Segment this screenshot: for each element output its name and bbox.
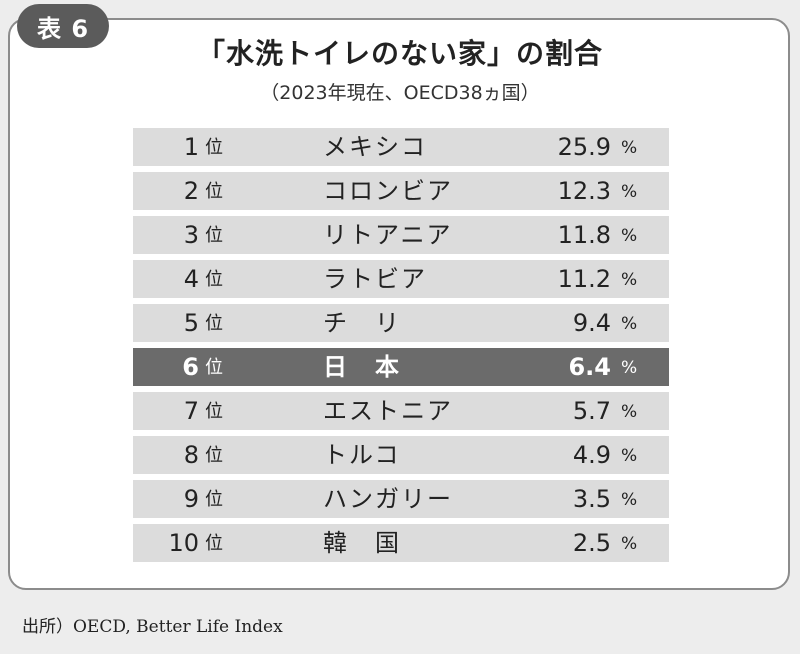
rank-number: 10 bbox=[168, 529, 199, 557]
table-number-badge: 表 6 bbox=[17, 4, 109, 48]
percentage-value: 5.7 bbox=[572, 397, 611, 425]
percentage-value: 25.9 bbox=[557, 133, 611, 161]
table-row: 9 位 ハンガリー 3.5% bbox=[133, 480, 669, 518]
rank-suffix: 位 bbox=[205, 269, 223, 290]
percent-unit: % bbox=[621, 226, 638, 246]
percentage-value: 12.3 bbox=[557, 177, 611, 205]
percentage-value: 2.5 bbox=[572, 529, 611, 557]
rank-suffix: 位 bbox=[205, 181, 223, 202]
table-row: 1 位 メキシコ 25.9% bbox=[133, 128, 669, 166]
rank-suffix: 位 bbox=[205, 401, 223, 422]
table-row: 2 位 コロンビア 12.3% bbox=[133, 172, 669, 210]
country-name: ラトビア bbox=[323, 265, 427, 293]
country-name: エストニア bbox=[323, 397, 453, 425]
table-row: 10 位 韓 国 2.5% bbox=[133, 524, 669, 562]
rank-suffix: 位 bbox=[205, 489, 223, 510]
country-name: 韓 国 bbox=[323, 529, 401, 557]
rank-number: 2 bbox=[183, 177, 199, 205]
percent-unit: % bbox=[621, 534, 638, 554]
percent-unit: % bbox=[621, 402, 638, 422]
country-name: コロンビア bbox=[323, 177, 453, 205]
table-row: 3 位 リトアニア 11.8% bbox=[133, 216, 669, 254]
country-name: チ リ bbox=[323, 309, 401, 337]
country-name: リトアニア bbox=[323, 221, 453, 249]
percent-unit: % bbox=[621, 358, 638, 378]
rank-suffix: 位 bbox=[205, 445, 223, 466]
percentage-value: 3.5 bbox=[572, 485, 611, 513]
chart-title: 「水洗トイレのない家」の割合 bbox=[196, 37, 603, 70]
percent-unit: % bbox=[621, 138, 638, 158]
country-name: ハンガリー bbox=[323, 485, 453, 513]
rank-number: 6 bbox=[182, 353, 199, 381]
country-name: メキシコ bbox=[323, 133, 427, 161]
percentage-value: 4.9 bbox=[572, 441, 611, 469]
percent-unit: % bbox=[621, 270, 638, 290]
chart-subtitle: （2023年現在、OECD38ヵ国） bbox=[260, 82, 540, 104]
percentage-value: 11.2 bbox=[557, 265, 611, 293]
percentage-value: 9.4 bbox=[572, 309, 611, 337]
rank-number: 1 bbox=[183, 133, 199, 161]
source-note: 出所）OECD, Better Life Index bbox=[22, 617, 283, 637]
country-name: トルコ bbox=[323, 441, 401, 469]
ranking-table: 1 位メキシコ 25.9% 2 位コロンビア 12.3% 3 位リトアニア 11.8% 4 位ラトビ… bbox=[133, 128, 669, 568]
country-name: 日 本 bbox=[323, 353, 401, 381]
table-row: 8 位 トルコ 4.9% bbox=[133, 436, 669, 474]
rank-suffix: 位 bbox=[205, 357, 223, 378]
rank-number: 4 bbox=[183, 265, 199, 293]
percent-unit: % bbox=[621, 446, 638, 466]
rank-number: 7 bbox=[183, 397, 199, 425]
table-row: 7 位 エストニア 5.7% bbox=[133, 392, 669, 430]
percentage-value: 6.4 bbox=[568, 353, 611, 381]
rank-number: 3 bbox=[183, 221, 199, 249]
rank-number: 5 bbox=[183, 309, 199, 337]
rank-suffix: 位 bbox=[205, 313, 223, 334]
percentage-value: 11.8 bbox=[557, 221, 611, 249]
percent-unit: % bbox=[621, 182, 638, 202]
rank-suffix: 位 bbox=[205, 533, 223, 554]
rank-suffix: 位 bbox=[205, 137, 223, 158]
table-row: 4 位 ラトビア 11.2% bbox=[133, 260, 669, 298]
percent-unit: % bbox=[621, 490, 638, 510]
rank-suffix: 位 bbox=[205, 225, 223, 246]
rank-number: 8 bbox=[183, 441, 199, 469]
rank-number: 9 bbox=[183, 485, 199, 513]
percent-unit: % bbox=[621, 314, 638, 334]
